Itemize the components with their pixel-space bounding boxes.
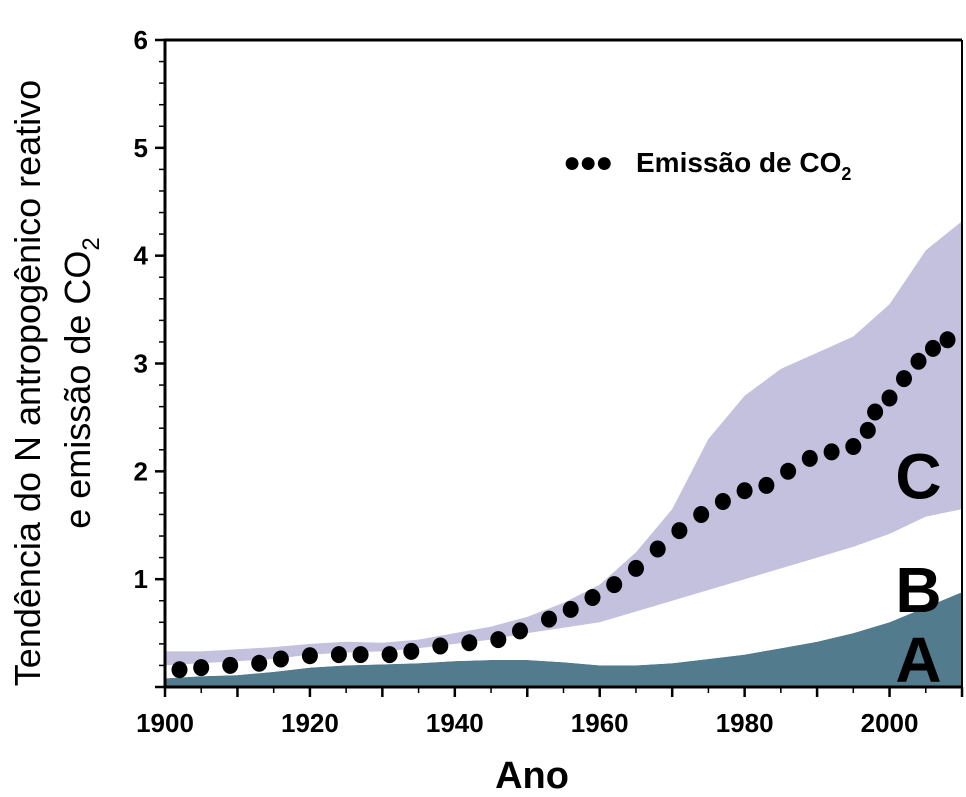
co2-point (301, 647, 318, 665)
co2-point (403, 642, 420, 660)
co2-point (628, 559, 644, 577)
y-axis: 1 2 3 4 5 6 (134, 25, 165, 689)
band-a (165, 592, 962, 687)
co2-point (823, 443, 840, 461)
co2-point (512, 622, 528, 640)
x-tick-label: 1920 (281, 708, 339, 738)
co2-point (193, 659, 210, 677)
co2-point (714, 493, 731, 510)
co2-emission-series (171, 331, 956, 679)
area-bands (165, 221, 962, 687)
co2-point (541, 610, 557, 628)
co2-point (736, 482, 753, 500)
co2-point (859, 421, 876, 439)
co2-point (780, 462, 797, 480)
y-axis-title-subscript: 2 (78, 237, 105, 250)
y-axis-title-line1: Tendência do N antropogênico reativo (7, 80, 48, 686)
co2-point (845, 438, 862, 455)
co2-point (758, 476, 775, 494)
legend-marker: ●●● (563, 146, 611, 179)
x-axis-title: Ano (495, 755, 569, 797)
legend-label: Emissão de CO2 (636, 147, 851, 184)
legend: ●●● Emissão de CO2 (563, 146, 851, 184)
co2-point (251, 654, 268, 672)
y-tick-label: 2 (134, 456, 148, 486)
y-tick-label: 5 (134, 133, 148, 163)
region-label-b: B (895, 554, 941, 626)
co2-point (584, 589, 601, 606)
region-labels: CBA (895, 441, 941, 696)
y-tick-label: 3 (134, 349, 148, 379)
co2-point (925, 339, 941, 357)
co2-point (330, 646, 347, 664)
co2-point (801, 449, 818, 467)
co2-point (881, 389, 898, 407)
x-tick-label: 1980 (716, 708, 774, 738)
co2-point (649, 540, 666, 558)
co2-point (352, 646, 369, 664)
co2-point (490, 631, 507, 649)
x-tick-label: 1900 (136, 708, 194, 738)
x-tick-label: 1940 (426, 708, 484, 738)
y-axis-title-line2: e emissão de CO2 (57, 237, 105, 528)
co2-point (562, 600, 579, 618)
co2-point (939, 331, 956, 349)
co2-point (461, 634, 478, 652)
co2-point (671, 522, 688, 540)
co2-point (222, 656, 239, 674)
co2-point (910, 352, 927, 370)
x-axis: 1900 1920 1940 1960 1980 2000 (136, 687, 964, 738)
co2-point (867, 403, 884, 421)
y-tick-label: 4 (134, 241, 149, 271)
band-c (165, 221, 962, 666)
legend-label-subscript: 2 (841, 164, 851, 184)
co2-point (693, 506, 710, 523)
region-label-c: C (895, 441, 941, 513)
co2-point (272, 650, 289, 668)
co2-point (432, 637, 449, 655)
co2-point (381, 646, 398, 664)
x-tick-label: 2000 (861, 708, 919, 738)
co2-point (171, 661, 188, 679)
y-axis-title: Tendência do N antropogênico reativo e e… (7, 80, 105, 686)
co2-point (606, 576, 623, 594)
region-label-a: A (895, 624, 941, 696)
y-tick-label: 6 (134, 25, 148, 55)
y-tick-label: 1 (134, 564, 148, 594)
co2-point (896, 370, 912, 388)
x-tick-label: 1960 (571, 708, 629, 738)
band-b (165, 509, 962, 679)
